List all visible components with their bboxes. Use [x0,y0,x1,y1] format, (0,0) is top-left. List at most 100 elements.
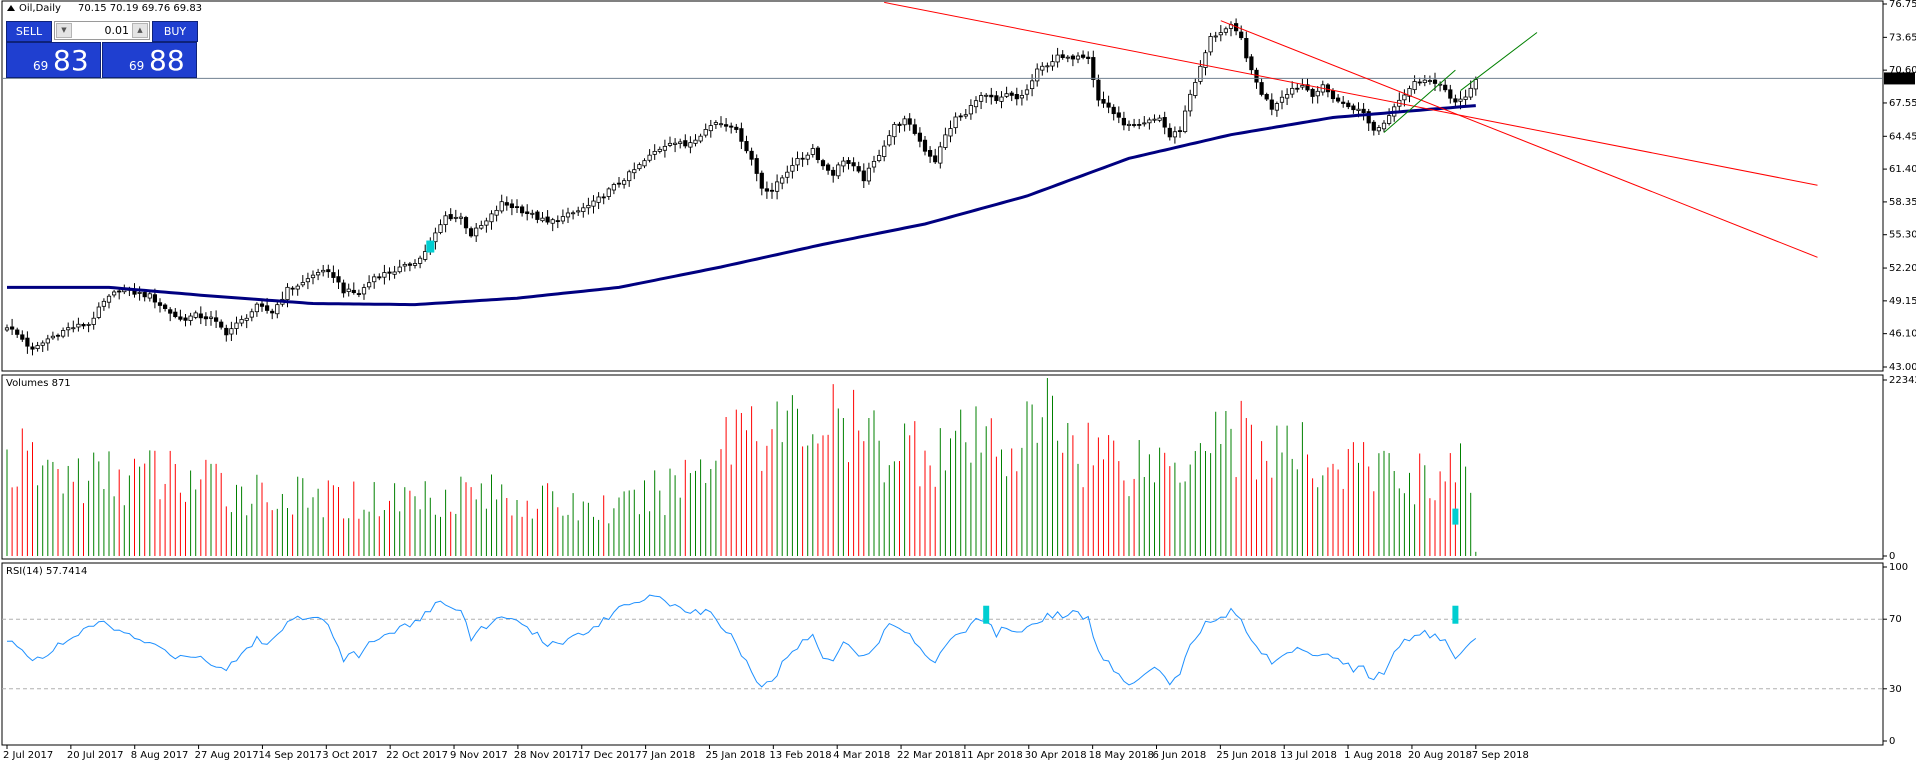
bear-candle-body [1091,57,1096,80]
price-tick-label: 76.75 [1889,0,1916,10]
bear-candle-body [157,302,163,306]
bull-candle-body [137,292,142,294]
candle [1259,77,1264,97]
candle [1371,120,1376,136]
bull-candle-body [948,128,953,137]
candle [688,136,693,154]
candle [800,152,805,167]
bull-candle-body [101,300,106,307]
candle [372,273,377,289]
candle [1417,77,1422,86]
candle [938,141,943,169]
candle [1035,63,1040,87]
bear-candle-body [1111,106,1116,115]
candle [1285,88,1290,106]
candle [596,192,601,210]
candle [963,109,968,119]
candle [826,162,831,175]
bear-candle-body [1244,38,1249,59]
candle [55,333,61,341]
candle [611,182,617,195]
candle [1009,90,1014,102]
bear-candle-body [1239,31,1244,39]
bull-candle-body [1427,80,1432,82]
candle [902,115,907,132]
candle [1239,25,1244,41]
bull-candle-body [275,304,280,315]
candle [693,134,698,147]
bear-candle-body [377,276,382,279]
bull-candle-body [979,95,984,102]
bull-candle-body [586,204,591,209]
bear-candle-body [224,327,229,336]
bull-candle-body [882,145,887,157]
lot-decrease-icon[interactable]: ▼ [56,23,72,38]
marker [426,240,435,253]
price-panel [1,0,1884,372]
rsi-tick-label: 0 [1889,736,1895,747]
candle [856,161,861,174]
candle [356,289,362,298]
bull-candle-body [372,276,377,283]
candle [973,96,979,114]
bear-candle-body [1310,88,1315,97]
bear-candle-body [846,160,851,164]
buy-button[interactable]: BUY [152,21,198,42]
bull-candle-body [1290,87,1295,95]
candle [1402,89,1407,107]
buy-price-box[interactable]: 69 88 [102,42,197,78]
candle [1463,89,1468,108]
candle [1030,74,1035,97]
bull-candle-body [1172,131,1177,138]
lot-size-value[interactable]: 0.01 [104,24,130,37]
price-overlays [2,1,1883,307]
bull-candle-body [902,118,907,126]
sell-price-box[interactable]: 69 83 [6,42,101,78]
bear-candle-body [9,326,15,330]
bull-candle-body [1356,108,1361,111]
bear-candle-body [912,124,917,134]
bear-candle-body [1254,69,1259,83]
candle [958,113,963,121]
candle [968,99,974,120]
x-tick-label: 25 Jun 2018 [1216,750,1276,761]
bull-candle-body [713,122,719,125]
candle [1407,85,1412,103]
lot-size-field[interactable]: ▼ 0.01 ▲ [54,21,150,40]
lot-increase-icon[interactable]: ▲ [132,23,148,38]
candle [315,268,321,281]
bull-candle-body [361,287,367,295]
candle [545,210,550,225]
bull-candle-body [1422,79,1427,83]
bull-candle-body [591,200,596,207]
moving-average-line [7,104,1476,307]
sell-button[interactable]: SELL [6,21,52,42]
candle [50,331,56,340]
bear-candle-body [734,126,739,130]
x-tick-label: 2 Jul 2017 [3,750,53,761]
bull-candle-body [887,135,892,146]
candle [871,155,877,173]
candle [4,324,10,332]
rsi-marker [983,605,990,624]
x-tick-label: 4 Mar 2018 [833,750,890,761]
candle [35,341,40,352]
candle [1060,50,1065,60]
candle [637,162,642,171]
bear-candle-body [504,202,509,206]
candle [897,121,902,133]
bear-candle-body [1269,99,1274,110]
candle [193,310,198,320]
bear-candle-body [1295,87,1300,90]
bull-candle-body [606,188,611,197]
bull-candle-body [657,148,662,152]
x-tick-label: 30 Apr 2018 [1025,750,1087,761]
bear-candle-body [917,132,923,142]
bull-candle-body [1387,115,1392,124]
channel-upper-line [884,1,1818,186]
bull-candle-body [295,285,300,290]
bear-candle-body [764,188,770,192]
bull-candle-body [1208,36,1213,53]
candle [678,138,683,149]
candle [203,312,208,327]
